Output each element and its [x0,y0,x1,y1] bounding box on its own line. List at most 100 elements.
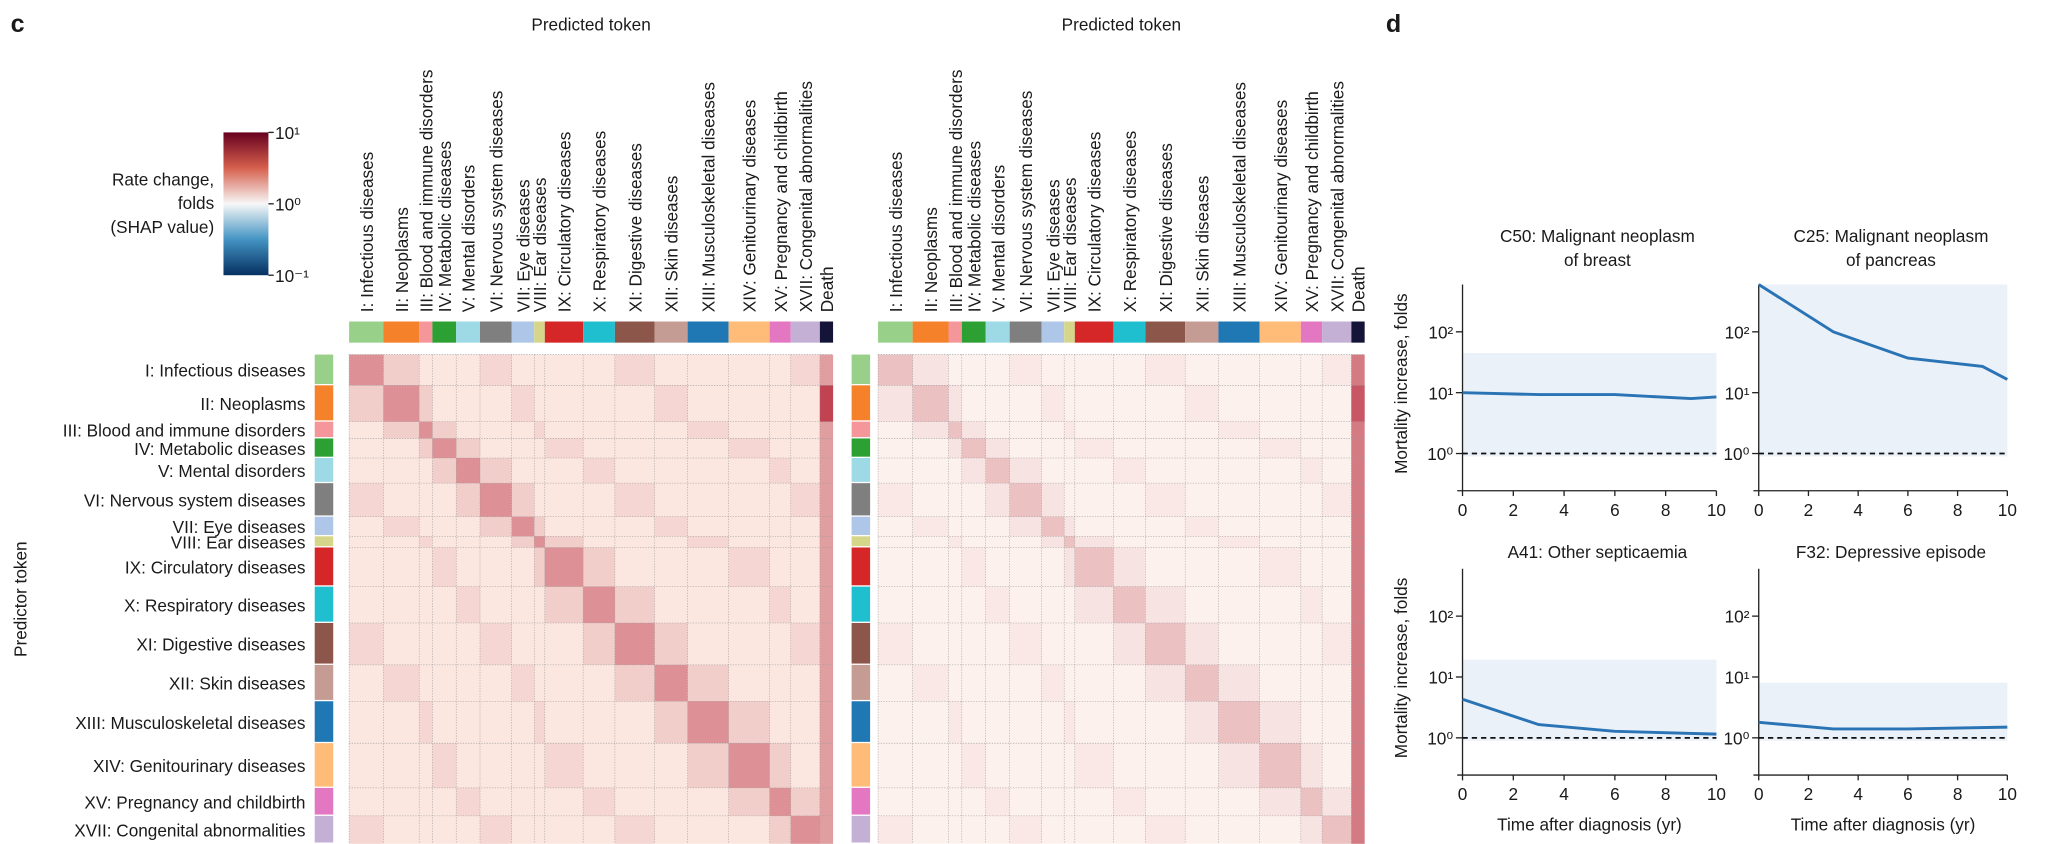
heatmap-texture [728,438,770,459]
heatmap-texture [419,438,433,459]
x-tick-label: 10 [1707,784,1726,804]
heatmap-texture [1185,516,1219,537]
x-tick-label: II: Neoplasms [392,207,412,312]
heatmap-texture [349,385,384,422]
x-tick-label: XIII: Musculoskeletal diseases [1230,82,1250,312]
category-strip [314,743,334,787]
category-strip [583,321,615,343]
heatmap-texture [583,458,615,484]
category-strip [851,458,871,482]
heatmap-texture [480,483,512,517]
x-tick-label: I: Infectious diseases [357,152,377,313]
heatmap-texture [583,787,615,816]
heatmap-texture [1074,547,1114,587]
x-tick-label: 10 [1998,500,2017,520]
heatmap-texture [790,815,820,844]
heatmap-texture [456,586,481,623]
heatmap-texture [790,483,820,517]
category-strip [314,516,334,535]
heatmap-texture [948,385,962,422]
heatmap-texture [614,622,655,665]
heatmap-texture [544,547,584,587]
x-tick-label: III: Blood and immune disorders [946,70,966,313]
x-tick-label: 4 [1853,500,1863,520]
heatmap-texture [948,536,962,548]
heatmap-texture [511,385,535,422]
x-tick-label: XIII: Musculoskeletal diseases [699,82,719,312]
heatmap-texture [614,664,655,702]
category-strip [314,438,334,457]
heatmap-texture [614,483,655,517]
x-tick-label: XIV: Genitourinary diseases [740,100,760,312]
y-tick-label: VI: Nervous system diseases [84,491,306,511]
scatter-cloud [1462,659,1717,741]
heatmap-texture [985,483,1010,517]
colorbar [223,132,269,276]
heatmap-texture [1145,815,1186,844]
category-strip [1009,321,1042,343]
heatmap-texture [480,458,512,484]
heatmap-texture [961,547,986,587]
y-tick-label: XIII: Musculoskeletal diseases [75,713,305,733]
y-tick-label: 10⁰ [1427,444,1453,464]
category-strip [961,321,986,343]
x-tick-label: XVII: Congenital abnormalities [796,81,816,312]
category-strip [769,321,791,343]
heatmap-texture [790,787,820,816]
heatmap-texture [419,421,433,439]
x-tick-label: IX: Circulatory diseases [1085,132,1105,313]
heatmap-texture [878,354,913,386]
heatmap-texture [961,421,986,439]
y-tick-label: 10¹ [1725,383,1750,403]
category-strip [851,516,871,535]
heatmap-texture [1113,622,1146,665]
heatmap-texture [948,701,962,744]
heatmap-texture [383,354,420,386]
y-title: Mortality increase, folds [1391,293,1411,474]
x-tick-label: 2 [1509,500,1519,520]
heatmap-texture [349,483,384,517]
category-strip [912,321,949,343]
heatmap-texture [769,743,791,788]
heatmap-texture [912,516,949,537]
heatmap-texture [912,385,949,422]
heatmap-texture [456,787,481,816]
scatter-cloud [1758,682,2008,741]
x-title: Predicted token [531,15,650,35]
scatter-cloud [1462,353,1717,457]
heatmap-texture [1064,516,1075,537]
heatmap-texture [687,701,729,744]
x-tick-label: 4 [1559,500,1569,520]
axis [1457,284,1717,492]
heatmap-texture [1300,586,1323,623]
heatmap-texture [383,385,420,422]
y-tick-label: IV: Metabolic diseases [134,439,305,459]
category-strip [851,421,871,438]
category-strip [851,622,871,664]
x-tick-label: V: Mental disorders [988,165,1008,312]
heatmap-texture [511,516,535,537]
heatmap-texture [614,815,655,844]
heatmap-texture [1009,622,1042,665]
heatmap-texture [544,536,584,548]
category-strip [851,743,871,787]
category-strip [511,321,535,343]
heatmap-texture [1322,354,1352,386]
heatmap-texture [687,421,729,439]
heatmap-texture [1113,586,1146,623]
heatmap-texture [349,354,384,386]
heatmap-texture [819,385,834,422]
heatmap-texture [432,458,457,484]
heatmap-texture [790,354,820,386]
category-strip [728,321,770,343]
heatmap-texture [878,815,913,844]
y-tick-label: XVII: Congenital abnormalities [74,820,305,840]
category-strip [851,385,871,421]
death-column [819,354,834,844]
colorbar-tick-label: 10⁻¹ [275,266,309,286]
axis [1753,568,2008,776]
x-tick-label: XI: Digestive diseases [625,143,645,312]
heatmap-texture [1259,701,1301,744]
y-tick-label: 10² [1428,607,1453,627]
heatmap-texture [728,743,770,788]
